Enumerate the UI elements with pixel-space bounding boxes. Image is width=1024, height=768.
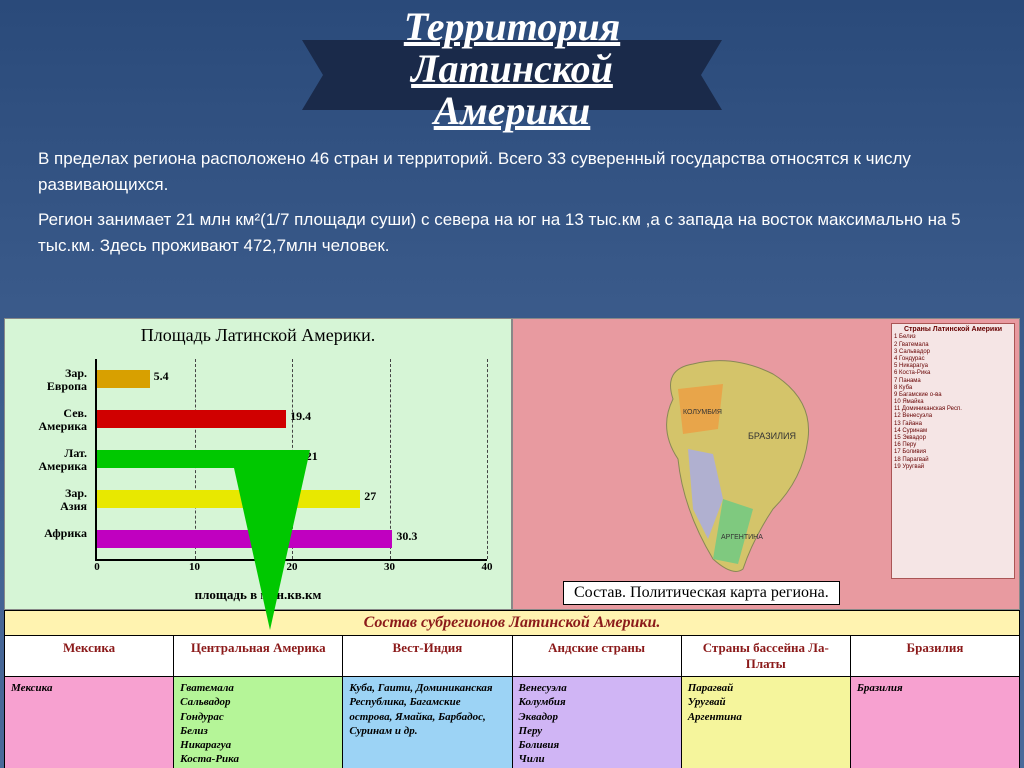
subregion-col-body: Бразилия [851, 677, 1019, 768]
subregion-table: Состав субрегионов Латинской Америки. Ме… [4, 610, 1020, 768]
subregion-col-header: Центральная Америка [174, 636, 343, 677]
chart-ylabel: Африка [7, 527, 87, 540]
chart-bar-value: 5.4 [154, 369, 169, 384]
map-panel: БРАЗИЛИЯ АРГЕНТИНА КОЛУМБИЯ Страны Латин… [512, 318, 1020, 610]
highlight-wedge [230, 450, 310, 630]
subregion-col-body: Мексика [5, 677, 174, 768]
body-text: В пределах региона расположено 46 стран … [0, 132, 1024, 272]
map-legend: Страны Латинской Америки 1 Белиз2 Гватем… [891, 323, 1015, 579]
chart-xtick: 0 [94, 561, 100, 573]
chart-bar-value: 27 [364, 489, 376, 504]
chart-xtick: 10 [189, 561, 200, 573]
subregion-body-row: МексикаГватемалаСальвадорГондурасБелизНи… [5, 677, 1019, 768]
subregion-col-body: ПарагвайУругвайАргентина [682, 677, 851, 768]
map-label-colombia: КОЛУМБИЯ [683, 409, 722, 416]
south-america-shape: БРАЗИЛИЯ АРГЕНТИНА КОЛУМБИЯ [653, 359, 833, 579]
slide-title: Территория Латинской Америки [0, 6, 1024, 132]
subregion-title: Состав субрегионов Латинской Америки. [5, 611, 1019, 636]
map-label-brazil: БРАЗИЛИЯ [748, 431, 796, 441]
chart-ylabel: Зар.Азия [7, 487, 87, 512]
subregion-col-body: ГватемалаСальвадорГондурасБелизНикарагуа… [174, 677, 343, 768]
chart-ylabel: Лат.Америка [7, 447, 87, 472]
chart-title: Площадь Латинской Америки. [5, 325, 511, 346]
paragraph-2: Регион занимает 21 млн км²(1/7 площади с… [38, 207, 986, 258]
chart-xtick: 30 [384, 561, 395, 573]
chart-bar [97, 370, 150, 388]
subregion-col-header: Вест-Индия [343, 636, 512, 677]
subregion-col-body: Куба, Гаити, Доминиканская Республика, Б… [343, 677, 512, 768]
subregion-header-row: МексикаЦентральная АмерикаВест-ИндияАндс… [5, 636, 1019, 677]
title-line-1: Территория [404, 4, 620, 49]
chart-bar [97, 410, 286, 428]
chart-bar [97, 490, 360, 508]
chart-bar-value: 30.3 [396, 529, 417, 544]
map-legend-title: Страны Латинской Америки [894, 326, 1012, 334]
subregion-col-header: Мексика [5, 636, 174, 677]
chart-ylabel: Сев.Америка [7, 407, 87, 432]
chart-xtick: 40 [482, 561, 493, 573]
title-line-2: Латинской [411, 46, 613, 91]
map-caption: Состав. Политическая карта региона. [563, 581, 840, 605]
subregion-col-header: Андские страны [513, 636, 682, 677]
subregion-col-header: Страны бассейна Ла-Платы [682, 636, 851, 677]
paragraph-1: В пределах региона расположено 46 стран … [38, 146, 986, 197]
title-line-3: Америки [434, 88, 591, 133]
map-label-argentina: АРГЕНТИНА [721, 534, 763, 541]
subregion-col-header: Бразилия [851, 636, 1019, 677]
legend-body: 1 Белиз2 Гватемала3 Сальвадор4 Гондурас5… [894, 334, 1012, 471]
chart-ylabel: Зар.Европа [7, 367, 87, 392]
chart-bar-value: 19.4 [290, 409, 311, 424]
subregion-col-body: ВенесуэлаКолумбияЭквадорПеруБоливияЧили [513, 677, 682, 768]
